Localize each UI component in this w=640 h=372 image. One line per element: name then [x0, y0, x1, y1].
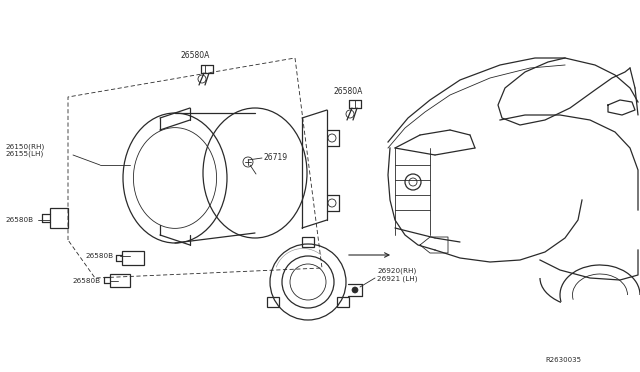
Text: 26719: 26719	[264, 154, 288, 163]
Bar	[110, 274, 130, 287]
Text: 26150(RH)
26155(LH): 26150(RH) 26155(LH)	[5, 143, 44, 157]
Text: 26580B: 26580B	[85, 253, 113, 259]
Bar	[50, 208, 68, 228]
Text: R2630035: R2630035	[545, 357, 581, 363]
Bar	[122, 251, 144, 265]
Bar	[337, 297, 349, 307]
Bar	[302, 237, 314, 247]
Text: 26580B: 26580B	[5, 217, 33, 223]
Text: 26580A: 26580A	[333, 87, 363, 96]
Text: 26580B: 26580B	[72, 278, 100, 284]
Text: 26920(RH)
26921 (LH): 26920(RH) 26921 (LH)	[377, 268, 417, 282]
Text: 26580A: 26580A	[180, 51, 210, 60]
Bar	[268, 297, 279, 307]
Circle shape	[352, 287, 358, 293]
